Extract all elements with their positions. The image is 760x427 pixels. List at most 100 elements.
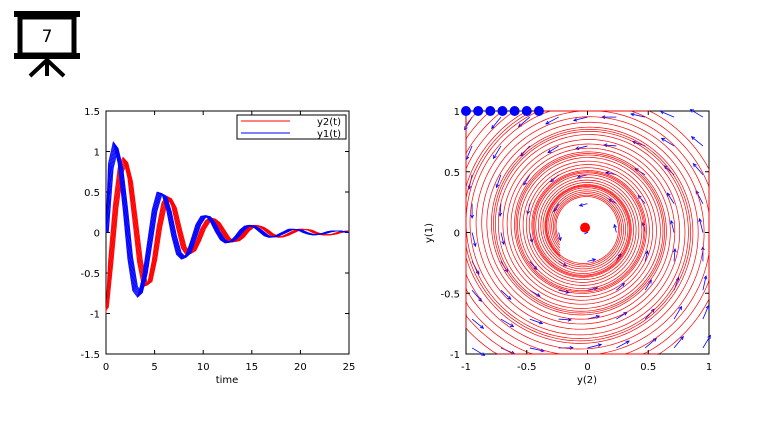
vector-field-arrowhead [692,163,697,168]
chart2-xtick-label: -1 [461,362,471,373]
vector-field-arrowhead [567,317,573,322]
vector-field-arrow [661,138,675,147]
vector-field-arrowhead [495,183,500,189]
vector-field-arrowhead [597,343,603,348]
vector-field-arrowhead [492,154,497,160]
vector-field-arrow [518,116,531,127]
vector-field-arrow [493,145,502,159]
trajectory-curve [465,110,689,339]
vector-field-arrow [466,145,473,160]
vector-field-arrow [523,174,531,186]
vector-field-arrowhead [659,110,665,115]
vector-field-arrow [644,250,648,262]
vector-field-arrow [587,287,598,291]
vector-field-arrowhead [678,305,683,311]
trajectory-curve [465,110,710,355]
start-point-marker [473,106,484,116]
vector-field-arrowhead [690,136,696,141]
phase-portrait-chart: -1 -0.5 0 0.5 1 1 0.5 0 -0.5 -1 y(2) y(1) [424,106,712,386]
vector-field-arrow [471,347,485,356]
vector-field-arrow [529,318,543,324]
vector-field-arrowhead [591,258,597,262]
chart1-ytick-label: 1.5 [84,107,100,118]
vector-field-arrowhead [666,192,671,197]
vector-field-arrow [587,259,596,262]
vector-field-arrow [575,145,588,150]
vector-field-arrow [673,248,676,262]
vector-field-arrowhead [705,304,710,310]
legend-label-y1: y1(t) [317,129,341,140]
chart1-xtick-label: 25 [343,362,356,373]
vector-field-arrow [529,261,537,270]
vector-field-arrowhead [644,250,649,255]
time-series-chart: 0 5 10 15 20 25 1.5 1 0.5 0 -0.5 -1 -1.5 time y2(t) … [80,107,355,386]
vector-field-arrow [500,232,505,245]
trajectory-curve [465,110,705,355]
vector-field-arrow [673,306,682,320]
presentation-board-icon: 7 [14,11,80,78]
vector-field-arrowhead [707,334,711,339]
vector-field-arrow [558,232,561,241]
vector-field-arrowhead [491,124,496,130]
chart2-ytick-label: 0 [454,229,460,240]
chart1-legend: y2(t) y1(t) [236,114,347,140]
vector-field-arrowhead [545,120,550,125]
chart1-ytick-label: -1 [90,310,100,321]
chart2-xtick-label: -0.5 [517,362,537,373]
chart2-xtick-label: 1 [706,362,712,373]
vector-field-arrowhead [637,194,642,200]
start-point-marker [533,106,544,116]
chart1-ytick-label: -0.5 [80,269,100,280]
vector-field-arrow [500,289,512,300]
chart1-ytick-label: 1 [94,148,100,159]
vector-field-arrow [529,347,545,352]
chart2-ytick-label: 1 [454,107,460,118]
vector-field-arrow [660,111,675,118]
chart1-ytick-label: 0.5 [84,188,100,199]
equilibrium-point-marker [580,222,591,233]
vector-field-arrowhead [507,295,512,300]
vector-field-arrowhead [533,265,538,271]
start-point-marker [461,106,471,116]
vector-field-arrowhead [670,219,674,225]
chart2-ytick-label: 0.5 [444,168,460,179]
trajectory-curve [465,110,694,344]
vector-field-arrow [558,318,572,321]
vector-field-arrowhead [478,297,483,302]
vector-field-arrowhead [538,320,544,325]
vector-field-arrow [471,232,476,247]
vector-field-arrowhead [703,275,708,280]
legend-box [236,114,347,140]
vector-field-arrow [499,203,502,217]
vector-field-arrow [702,305,709,320]
vector-field-arrow [496,174,502,188]
vector-field-arrowhead [578,203,584,207]
vector-field-arrow [699,218,704,233]
vector-field-arrow [579,203,588,206]
start-point-marker [509,106,520,116]
chart2-xtick-label: 0.5 [640,362,656,373]
vector-field-arrowhead [625,340,630,345]
vector-field-arrowhead [467,185,472,190]
vector-field-arrowhead [481,352,486,356]
vector-field-arrowhead [520,152,525,157]
vector-field-arrow [471,289,482,302]
vector-field-arrow [545,116,559,125]
vector-field-arrowhead [549,178,555,183]
vector-field-arrowhead [672,247,677,253]
chart1-xtick-label: 0 [103,362,109,373]
vector-field-arrowhead [479,324,485,329]
vector-field-arrowhead [472,242,477,248]
vector-field-arrowhead [701,246,705,251]
vector-field-arrowhead [679,335,684,341]
legend-label-y2: y2(t) [317,117,341,128]
vector-field-arrowhead [613,223,617,229]
start-point-marker [521,106,532,116]
vector-field-arrow [702,335,711,349]
vector-field-arrow [691,136,704,147]
vector-field-arrow [471,318,484,329]
vector-field-arrowhead [509,323,515,328]
vector-field-arrow [577,174,588,178]
chart2-ytick-label: -1 [450,350,460,361]
